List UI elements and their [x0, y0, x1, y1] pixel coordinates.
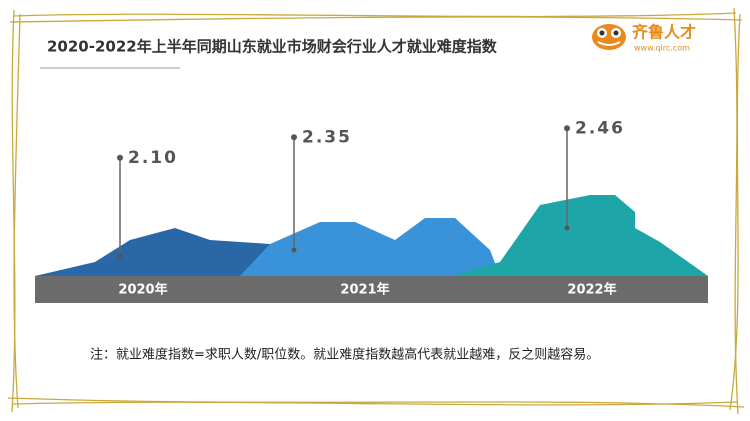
logo: 齐鲁人才 www.qlrc.com [592, 23, 696, 53]
pin-head [564, 125, 570, 132]
frame [7, 7, 745, 415]
pin-head [117, 154, 123, 161]
mountain [450, 195, 708, 276]
mountains [35, 195, 708, 276]
mountain [240, 218, 500, 276]
note: 注：就业难度指数=求职人数/职位数。就业难度指数越高代表就业越难，反之则越容易。 [90, 347, 599, 363]
ground-band [35, 276, 708, 303]
category-label: 2020年 [118, 282, 167, 298]
mountain [35, 228, 270, 276]
value-label: 2.46 [575, 118, 625, 138]
pin-foot [564, 225, 570, 231]
logo-url: www.qlrc.com [634, 44, 690, 53]
pin-foot [291, 247, 297, 253]
value-label: 2.10 [128, 148, 178, 168]
category-label: 2021年 [340, 282, 389, 298]
pin-foot [117, 253, 123, 259]
value-label: 2.35 [302, 127, 352, 147]
pin-head [291, 134, 297, 141]
chart-title: 2020-2022年上半年同期山东就业市场财会行业人才就业难度指数 [47, 38, 498, 56]
logo-name: 齐鲁人才 [632, 23, 696, 42]
category-label: 2022年 [567, 282, 616, 298]
